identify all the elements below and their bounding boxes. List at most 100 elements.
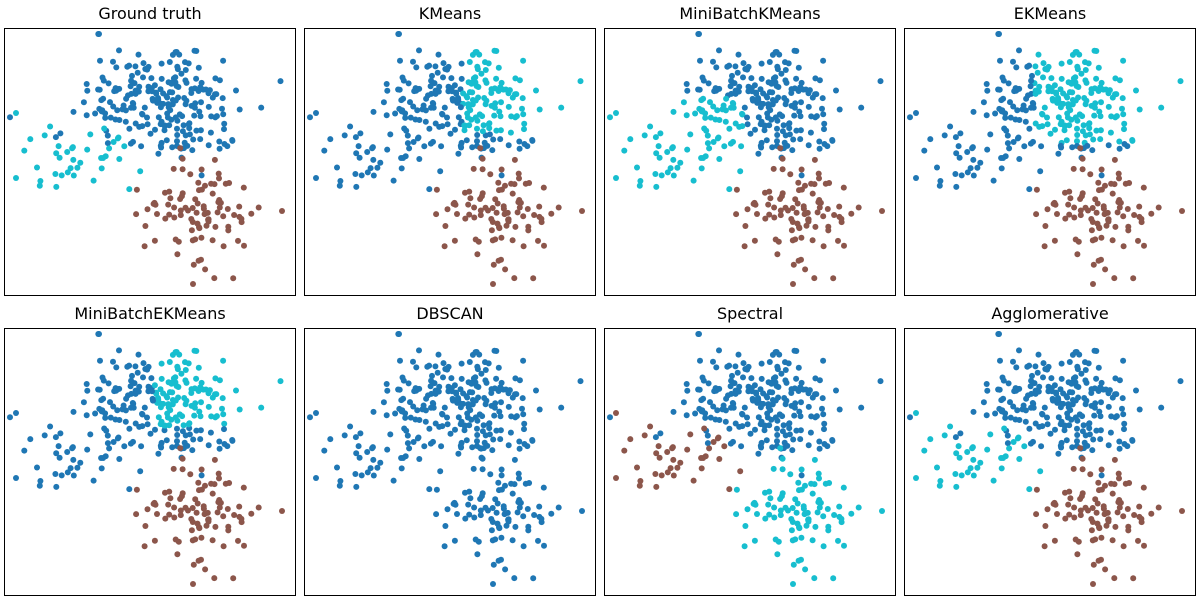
scatter-point	[37, 478, 44, 484]
scatter-point	[749, 388, 755, 395]
scatter-point	[193, 75, 200, 82]
scatter-point	[405, 380, 412, 387]
scatter-point	[548, 210, 555, 217]
scatter-point	[1033, 511, 1040, 518]
scatter-point	[1177, 78, 1184, 85]
scatter-point	[216, 504, 223, 511]
scatter-point	[233, 87, 239, 94]
scatter-point	[196, 225, 203, 232]
scatter-point	[1039, 123, 1046, 130]
scatter-point	[455, 396, 462, 403]
scatter-point	[536, 203, 543, 210]
scatter-point	[448, 375, 455, 382]
scatter-point	[1068, 416, 1075, 423]
scatter-point	[684, 146, 691, 153]
scatter-plot	[604, 328, 896, 596]
scatter-point	[92, 410, 99, 417]
scatter-point	[497, 427, 504, 434]
scatter-point	[1044, 506, 1051, 513]
scatter-point	[122, 418, 129, 425]
scatter-point	[1050, 500, 1057, 507]
scatter-point	[1103, 222, 1110, 229]
scatter-point	[1020, 102, 1027, 109]
scatter-point	[1096, 487, 1102, 494]
scatter-point	[789, 447, 796, 454]
scatter-point	[655, 443, 662, 450]
scatter-point	[327, 136, 334, 143]
scatter-point	[455, 150, 462, 157]
scatter-point	[816, 175, 822, 182]
chart-panel: EKMeans	[904, 3, 1196, 296]
scatter-point	[520, 111, 527, 118]
scatter-point	[704, 140, 711, 147]
scatter-point	[185, 360, 192, 367]
scatter-point	[1122, 480, 1129, 487]
scatter-point	[769, 144, 776, 151]
scatter-point	[98, 165, 105, 172]
scatter-point	[669, 445, 676, 452]
scatter-point	[444, 114, 450, 121]
scatter-point	[1094, 220, 1101, 227]
scatter-point	[1060, 390, 1067, 397]
scatter-point	[406, 445, 413, 452]
scatter-point	[555, 504, 562, 511]
scatter-point	[1089, 505, 1096, 511]
scatter-point	[977, 459, 984, 466]
scatter-point	[179, 190, 186, 197]
scatter-point	[248, 210, 255, 217]
scatter-point	[980, 99, 987, 106]
scatter-point	[797, 427, 804, 434]
scatter-point	[798, 379, 805, 386]
scatter-point	[627, 436, 634, 443]
scatter-point	[984, 446, 991, 453]
scatter-point	[52, 434, 59, 441]
scatter-point	[1007, 99, 1013, 106]
scatter-point	[497, 127, 504, 134]
scatter-point	[166, 122, 173, 129]
scatter-point	[789, 205, 796, 211]
scatter-point	[480, 122, 487, 129]
scatter-point	[1098, 472, 1105, 479]
scatter-point	[848, 510, 855, 517]
scatter-point	[516, 438, 523, 445]
scatter-point	[992, 110, 999, 117]
scatter-point	[402, 410, 409, 417]
scatter-point	[461, 122, 468, 129]
scatter-point	[1020, 402, 1027, 409]
scatter-point	[821, 426, 827, 433]
scatter-point	[738, 443, 745, 450]
scatter-point	[185, 507, 191, 514]
scatter-point	[475, 384, 482, 390]
scatter-point	[1108, 180, 1115, 187]
scatter-point	[1121, 441, 1128, 447]
scatter-point	[841, 542, 847, 549]
scatter-point	[1058, 360, 1065, 367]
scatter-point	[677, 459, 684, 466]
scatter-point	[220, 543, 227, 550]
scatter-point	[702, 410, 709, 417]
scatter-point	[490, 561, 497, 568]
scatter-point	[477, 145, 484, 152]
scatter-point	[479, 128, 486, 135]
scatter-point	[171, 514, 178, 521]
scatter-point	[744, 114, 750, 121]
scatter-point	[136, 383, 143, 390]
scatter-point	[1074, 63, 1081, 70]
scatter-point	[760, 90, 767, 97]
scatter-point	[193, 427, 200, 434]
scatter-point	[1177, 378, 1184, 385]
scatter-point	[836, 106, 843, 113]
scatter-point	[195, 364, 202, 371]
scatter-point	[637, 178, 644, 184]
scatter-point	[123, 395, 130, 402]
scatter-point	[995, 331, 1002, 337]
scatter-point	[166, 422, 173, 429]
scatter-point	[1068, 116, 1075, 123]
scatter-point	[1063, 437, 1070, 444]
scatter-point	[757, 142, 764, 149]
scatter-point	[177, 445, 184, 452]
scatter-point	[496, 108, 503, 115]
scatter-point	[1116, 445, 1123, 452]
scatter-point	[1116, 138, 1123, 145]
scatter-point	[489, 205, 496, 211]
